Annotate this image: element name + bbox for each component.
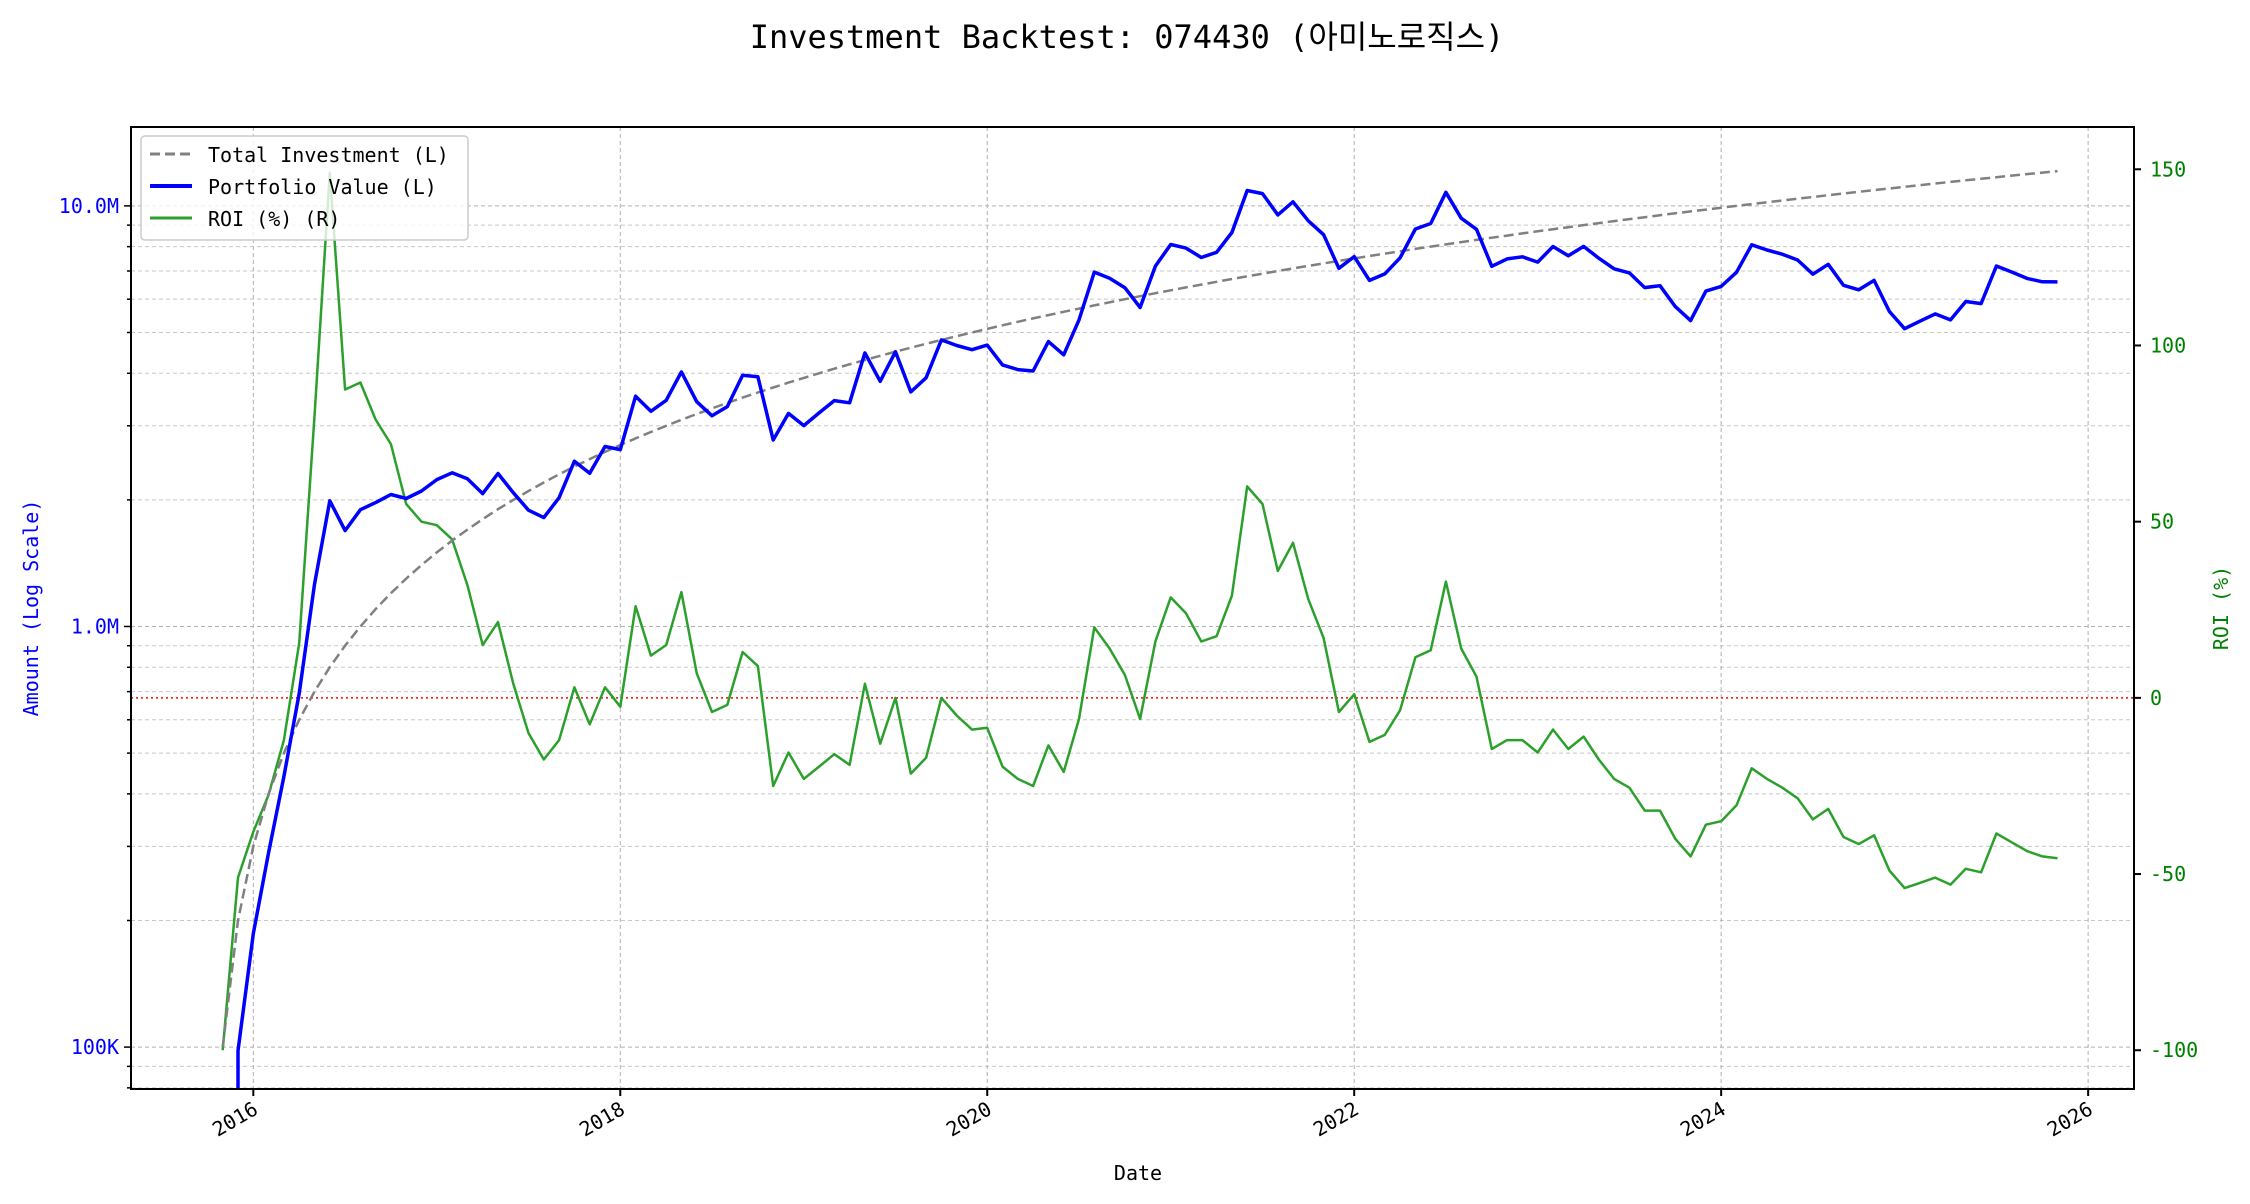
left-y-axis-label: Amount (Log Scale) [19,500,43,717]
x-tick-label: 2024 [1676,1097,1730,1142]
right-y-axis: -100 -50 0 50 100 150 [2134,157,2198,1062]
right-tick-label: 0 [2150,686,2162,710]
grid-lines [131,127,2134,1089]
legend-box [140,135,469,241]
investment-line [221,169,2058,1048]
left-tick-label: 10.0M [59,194,119,218]
x-tick-label: 2016 [208,1097,262,1142]
legend: Total Investment (L) Portfolio Value (L)… [140,135,469,241]
x-axis: 2016 2018 2020 2022 2024 2026 [208,1089,2097,1141]
roi-line [221,171,2058,1051]
x-tick-label: 2026 [2043,1097,2097,1142]
left-tick-label: 1.0M [71,614,119,638]
right-tick-label: -50 [2150,862,2186,886]
plot-frame [130,126,2135,1090]
right-tick-label: 150 [2150,157,2186,181]
x-tick-label: 2022 [1309,1097,1363,1142]
legend-label-investment: Total Investment (L) [208,143,449,167]
series-lines [221,169,2058,1089]
legend-label-portfolio: Portfolio Value (L) [208,175,437,199]
right-tick-label: 100 [2150,333,2186,357]
x-tick-label: 2020 [942,1097,996,1142]
chart-title: Investment Backtest: 074430 (아미노로직스) [750,18,1505,56]
left-y-axis: 100K 1.0M 10.0M [59,194,131,1089]
right-y-axis-label: ROI (%) [2209,566,2233,650]
right-tick-label: 50 [2150,510,2174,534]
left-tick-label: 100K [71,1035,119,1059]
portfolio-line [236,188,2058,1089]
x-tick-label: 2018 [575,1097,629,1142]
x-axis-label: Date [1114,1161,1162,1185]
right-tick-label: -100 [2150,1038,2198,1062]
legend-label-roi: ROI (%) (R) [208,207,340,231]
